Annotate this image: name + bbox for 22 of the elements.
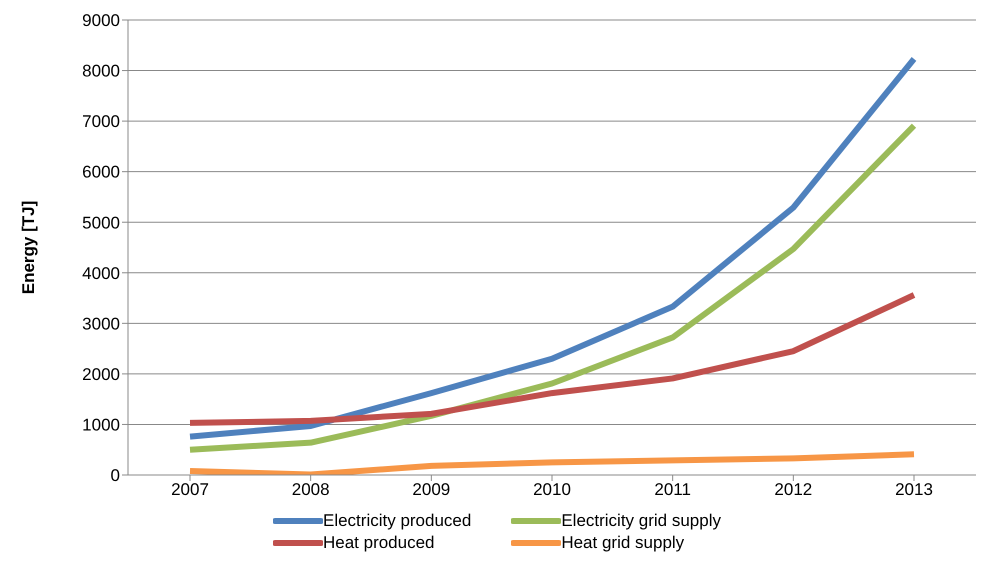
y-tick-label: 8000 [82, 62, 120, 81]
y-axis-title: Energy [TJ] [19, 200, 38, 294]
legend-label: Heat grid supply [561, 533, 684, 553]
x-tick-label: 2010 [533, 480, 571, 500]
y-tick-label: 1000 [82, 415, 120, 434]
legend-label: Electricity grid supply [561, 511, 721, 531]
y-tick-label: 6000 [82, 162, 120, 182]
x-tick-label: 2011 [654, 480, 691, 500]
x-tick-label: 2008 [292, 480, 330, 500]
y-tick-label: 3000 [82, 314, 120, 334]
x-tick-label: 2013 [895, 480, 933, 500]
x-tick-label: 2009 [412, 480, 450, 500]
y-tick-label: 0 [110, 466, 120, 486]
legend-label: Electricity produced [322, 511, 472, 531]
y-tick-label: 9000 [82, 11, 120, 30]
x-tick-label: 2012 [774, 480, 812, 500]
y-tick-label: 7000 [82, 112, 120, 132]
y-tick-label: 5000 [82, 213, 120, 232]
y-tick-label: 2000 [82, 364, 120, 384]
y-tick-label: 4000 [82, 264, 120, 283]
x-tick-label: 2007 [171, 480, 209, 500]
legend-label: Heat produced [322, 533, 435, 553]
